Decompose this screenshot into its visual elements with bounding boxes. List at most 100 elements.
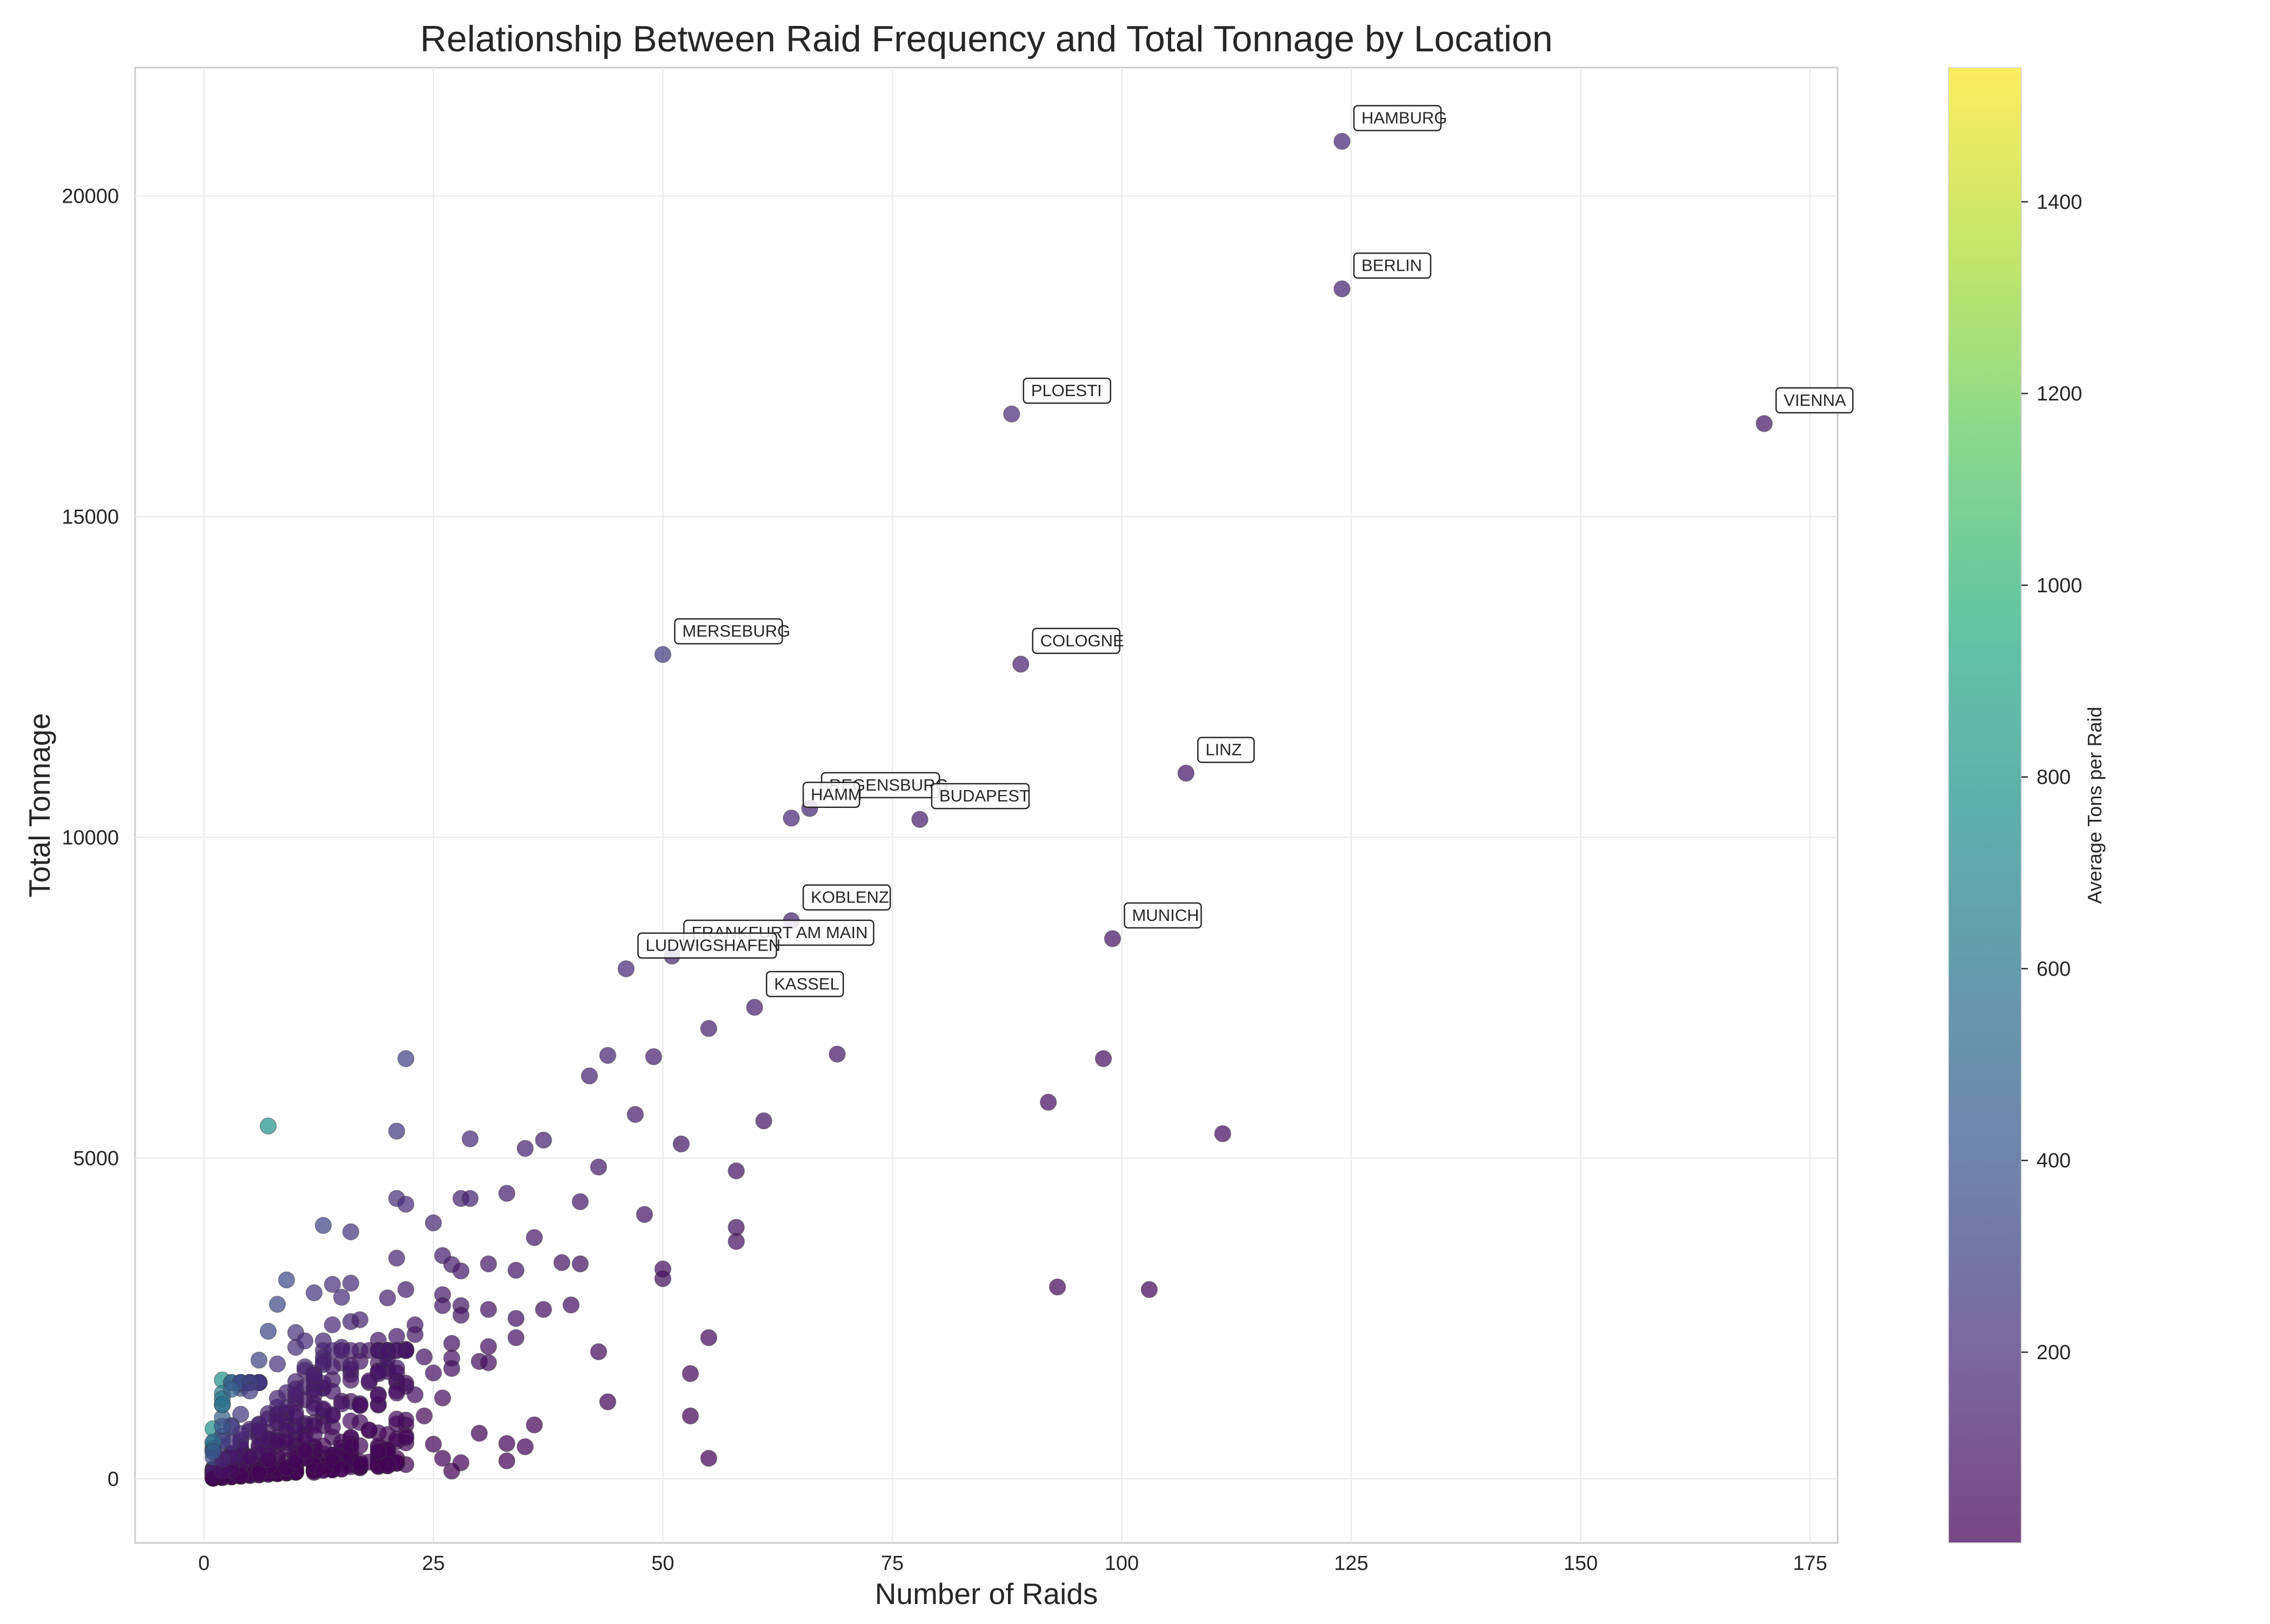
point-annotation: KOBLENZ xyxy=(802,884,891,911)
data-point xyxy=(324,1407,341,1425)
data-point xyxy=(434,1449,451,1467)
data-point xyxy=(425,1435,442,1453)
x-tick-label: 175 xyxy=(1793,1552,1827,1575)
data-point xyxy=(324,1382,341,1400)
data-point xyxy=(333,1395,350,1413)
data-point xyxy=(416,1407,433,1425)
data-point xyxy=(213,1418,231,1435)
data-point xyxy=(388,1122,405,1140)
annotations: HAMBURG BERLIN PLOESTI VIENNA MERSEBURG COLOG… xyxy=(637,105,1854,998)
data-point xyxy=(305,1366,323,1384)
x-tick-label: 50 xyxy=(651,1552,674,1575)
data-point xyxy=(388,1249,405,1267)
point-annotation: HAMM xyxy=(802,781,862,808)
point-annotation: BUDAPEST xyxy=(931,783,1030,810)
x-tick-label: 75 xyxy=(881,1552,904,1575)
annotation-text: HAMM xyxy=(811,785,862,804)
data-point xyxy=(672,1135,690,1153)
data-point xyxy=(571,1255,589,1273)
data-point xyxy=(562,1296,580,1314)
annotation-text: MERSEBURG xyxy=(682,621,790,640)
y-tick-label: 0 xyxy=(108,1468,119,1491)
annotation-text: PLOESTI xyxy=(1031,381,1102,400)
data-point xyxy=(278,1271,295,1289)
annotation-text: KOBLENZ xyxy=(811,888,889,907)
data-point xyxy=(755,1112,772,1130)
annotation-box xyxy=(931,783,1030,810)
annotation-text: HAMBURG xyxy=(1361,109,1447,128)
point-annotation: LINZ xyxy=(1197,737,1255,763)
data-point xyxy=(397,1050,415,1067)
annotation-box xyxy=(674,618,783,645)
data-point xyxy=(654,1270,672,1287)
annotation-box xyxy=(1353,252,1432,279)
data-point xyxy=(388,1342,405,1359)
data-point xyxy=(250,1351,268,1369)
annotation-text: COLOGNE xyxy=(1040,631,1124,650)
labeled-point xyxy=(617,960,635,978)
data-point xyxy=(269,1433,286,1450)
data-point xyxy=(480,1301,497,1318)
data-point xyxy=(250,1465,268,1482)
data-point xyxy=(516,1140,534,1157)
y-tick-label: 5000 xyxy=(73,1147,119,1170)
point-annotation: LUDWIGSHAFEN xyxy=(637,932,780,959)
x-axis-label: Number of Raids xyxy=(875,1577,1098,1610)
data-point xyxy=(360,1421,378,1439)
data-point xyxy=(700,1449,718,1467)
labeled-point xyxy=(1003,405,1020,423)
annotation-text: LINZ xyxy=(1205,740,1241,759)
data-point xyxy=(324,1316,341,1334)
data-point xyxy=(425,1364,442,1382)
data-point xyxy=(315,1217,332,1234)
data-point xyxy=(351,1311,369,1328)
data-point xyxy=(443,1360,460,1377)
data-point xyxy=(452,1262,470,1280)
data-point xyxy=(553,1254,571,1272)
data-point xyxy=(342,1223,359,1241)
data-point xyxy=(682,1407,699,1425)
annotation-text: MUNICH xyxy=(1132,906,1199,925)
x-tick-label: 150 xyxy=(1564,1552,1598,1575)
point-annotation: COLOGNE xyxy=(1032,627,1124,654)
annotation-text: LUDWIGSHAFEN xyxy=(645,936,780,955)
y-tick-label: 20000 xyxy=(62,185,119,208)
data-point xyxy=(599,1393,617,1411)
data-point xyxy=(287,1386,304,1404)
data-point xyxy=(370,1442,387,1460)
data-point xyxy=(1049,1278,1066,1296)
data-point xyxy=(397,1281,415,1298)
data-point xyxy=(700,1020,718,1037)
data-point xyxy=(351,1437,369,1454)
data-point xyxy=(315,1353,332,1371)
labeled-point xyxy=(746,999,763,1016)
data-point xyxy=(443,1462,460,1480)
data-point xyxy=(287,1453,304,1471)
point-annotation: MUNICH xyxy=(1124,902,1202,929)
data-point xyxy=(507,1329,525,1346)
data-point xyxy=(507,1309,525,1327)
data-point xyxy=(259,1451,277,1468)
annotation-box xyxy=(637,932,777,959)
point-annotation: PLOESTI xyxy=(1023,377,1111,404)
data-point xyxy=(829,1045,846,1063)
annotation-box xyxy=(1775,387,1854,414)
labeled-point xyxy=(911,811,929,828)
colorbar-label: Average Tons per Raid xyxy=(2084,707,2106,904)
point-annotation: MERSEBURG xyxy=(674,618,790,645)
data-point xyxy=(360,1453,378,1471)
annotation-box xyxy=(802,781,860,808)
data-point xyxy=(259,1322,277,1340)
data-point xyxy=(535,1131,552,1149)
data-point xyxy=(305,1284,323,1301)
data-point xyxy=(333,1460,350,1478)
point-annotation: KASSEL xyxy=(765,971,844,998)
data-point xyxy=(1039,1093,1057,1111)
data-point xyxy=(213,1396,231,1413)
colorbar-ticks: 200 400 600 800 1000 1200 1400 xyxy=(2021,191,2082,1364)
data-point xyxy=(645,1048,663,1066)
data-point xyxy=(452,1306,470,1324)
data-point xyxy=(397,1195,415,1213)
